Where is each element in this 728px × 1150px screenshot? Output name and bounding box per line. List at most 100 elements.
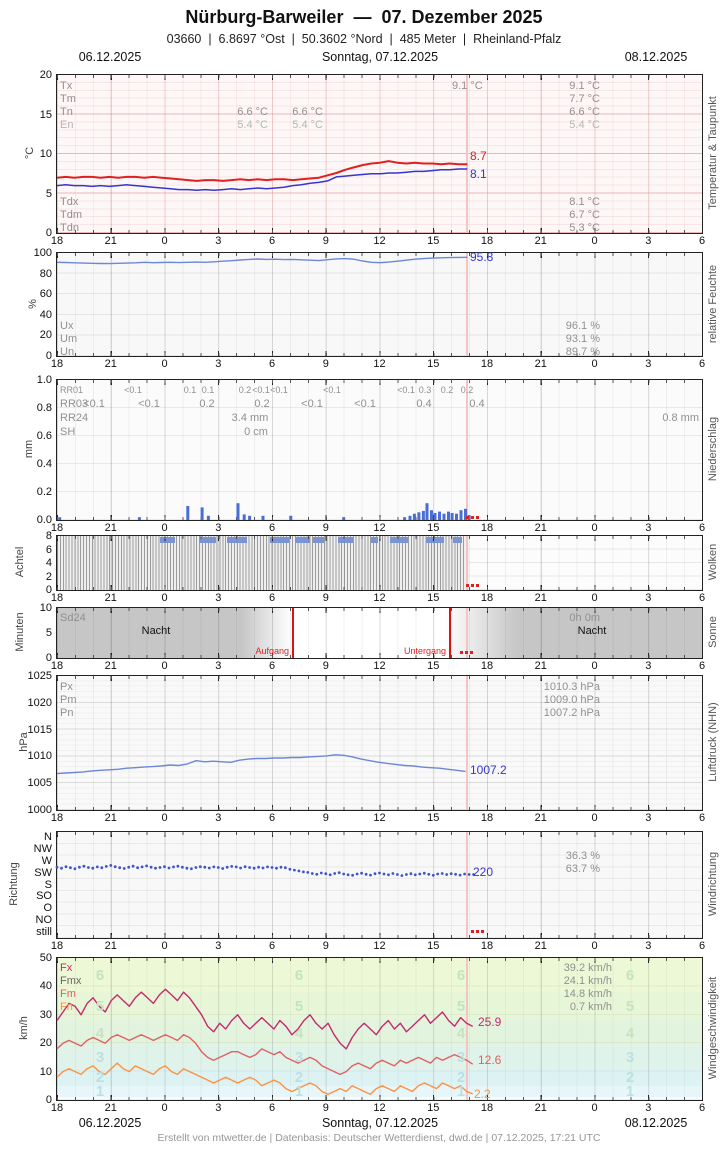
axis-ticks bbox=[57, 676, 702, 679]
y-tick-S: S bbox=[44, 878, 52, 891]
panel-humidity bbox=[56, 252, 703, 357]
x-tick: 18 bbox=[50, 592, 64, 604]
annotation-label: Fm bbox=[60, 988, 76, 1000]
annotation-label: 25.9 bbox=[478, 1015, 502, 1029]
date-center-bottom: Sonntag, 07.12.2025 bbox=[321, 1116, 439, 1130]
x-tick: 6 bbox=[268, 592, 276, 604]
y-tick: 10 bbox=[39, 148, 52, 160]
x-tick: 0 bbox=[591, 660, 598, 672]
x-tick: 6 bbox=[698, 235, 706, 247]
axis-ticks bbox=[57, 1097, 702, 1100]
axis-title-left: Richtung bbox=[8, 862, 20, 906]
annotation-label: SH bbox=[60, 426, 76, 438]
annotation-label: 5.4 °C bbox=[237, 119, 268, 131]
x-tick: 0 bbox=[591, 940, 598, 952]
annotation-label: <0.1 bbox=[138, 398, 160, 410]
x-tick: 6 bbox=[268, 1102, 276, 1114]
x-tick: 21 bbox=[534, 235, 547, 247]
x-tick: 21 bbox=[104, 592, 117, 604]
annotation-label: Nacht bbox=[577, 625, 607, 637]
annotation-label: 3 bbox=[294, 1049, 304, 1066]
y-tick: 5 bbox=[45, 187, 52, 200]
annotation-label: Tdx bbox=[60, 196, 79, 208]
y-tick: 40 bbox=[39, 980, 52, 993]
annotation-label: <0.1 bbox=[354, 398, 376, 410]
annotation-label: Un bbox=[60, 346, 75, 358]
axis-ticks bbox=[57, 958, 702, 961]
y-tick-NW: NW bbox=[33, 843, 52, 856]
y-tick-N: N bbox=[44, 831, 52, 844]
annotation-label: 5.4 °C bbox=[292, 119, 323, 131]
axis-ticks bbox=[57, 380, 702, 383]
y-tick: 0.4 bbox=[36, 458, 52, 470]
y-tick: 1.0 bbox=[36, 374, 52, 386]
annotation-label: 1 bbox=[294, 1083, 304, 1100]
annotation-label: 95.8 bbox=[470, 250, 494, 264]
annotation-label: 3 bbox=[456, 1049, 466, 1066]
annotation-label: 0.8 mm bbox=[662, 412, 699, 424]
annotation-label: Tm bbox=[60, 93, 76, 105]
annotation-label: 3 bbox=[95, 1049, 105, 1066]
date-center-top: Sonntag, 07.12.2025 bbox=[321, 50, 439, 64]
annotation-label: 0.2 bbox=[440, 385, 454, 395]
x-tick: 0 bbox=[161, 660, 168, 672]
x-tick: 6 bbox=[268, 358, 276, 370]
current-time-line bbox=[466, 253, 468, 356]
y-tick: 0.8 bbox=[36, 402, 52, 414]
y-tick: 6 bbox=[45, 543, 52, 556]
annotation-label: 39.2 km/h bbox=[563, 962, 612, 974]
y-tick: 1015 bbox=[27, 723, 52, 736]
date-right-top: 08.12.2025 bbox=[624, 50, 688, 64]
annotation-label: 6 bbox=[95, 967, 105, 984]
x-tick: 3 bbox=[215, 522, 222, 534]
x-tick: 12 bbox=[373, 592, 386, 604]
x-tick: 21 bbox=[534, 358, 547, 370]
x-tick: 18 bbox=[480, 592, 494, 604]
annotation-label: 5 bbox=[95, 998, 105, 1015]
x-tick: 15 bbox=[427, 660, 440, 672]
forecast-marker-dots bbox=[466, 584, 469, 587]
annotation-label: Fmx bbox=[60, 975, 82, 987]
axis-ticks bbox=[57, 608, 702, 611]
annotation-label: 5 bbox=[456, 998, 466, 1015]
x-tick: 6 bbox=[268, 522, 276, 534]
y-tick: 0 bbox=[45, 584, 52, 596]
day-night-band bbox=[57, 608, 702, 658]
annotation-label: 14.8 km/h bbox=[563, 988, 612, 1000]
x-tick: 0 bbox=[591, 592, 598, 604]
y-tick: 0 bbox=[45, 227, 52, 239]
y-tick: 30 bbox=[39, 1008, 52, 1021]
annotation-label: Untergang bbox=[403, 646, 446, 656]
annotation-label: 1 bbox=[456, 1083, 466, 1100]
x-tick: 3 bbox=[645, 592, 652, 604]
x-tick: 15 bbox=[427, 1102, 440, 1114]
annotation-label: <0.1 bbox=[301, 398, 323, 410]
annotation-label: 24.1 km/h bbox=[563, 975, 612, 987]
x-tick: 21 bbox=[104, 358, 117, 370]
y-tick: 1020 bbox=[27, 696, 52, 709]
x-tick: 21 bbox=[534, 812, 547, 824]
annotation-label: 8.1 °C bbox=[569, 196, 600, 208]
x-tick: 18 bbox=[50, 660, 64, 672]
x-tick: 18 bbox=[50, 522, 64, 534]
x-tick: 0 bbox=[161, 522, 168, 534]
axis-title-left: °C bbox=[24, 146, 36, 160]
annotation-label: 9.1 °C bbox=[452, 80, 483, 92]
annotation-label: Tx bbox=[60, 80, 73, 92]
x-tick: 0 bbox=[591, 235, 598, 247]
y-tick-O: O bbox=[43, 902, 52, 915]
annotation-label: 1007.2 hPa bbox=[543, 707, 600, 719]
axis-title-left: % bbox=[27, 298, 39, 309]
annotation-label: 8.7 bbox=[470, 149, 487, 163]
current-time-line bbox=[466, 75, 468, 233]
grid-lines bbox=[57, 536, 702, 590]
x-tick: 9 bbox=[322, 522, 329, 534]
x-tick: 0 bbox=[591, 1102, 598, 1114]
y-tick: 20 bbox=[39, 69, 52, 81]
x-tick: 12 bbox=[373, 235, 386, 247]
axis-ticks bbox=[57, 517, 702, 520]
date-left-bottom: 06.12.2025 bbox=[78, 1116, 142, 1130]
annotation-label: Fx bbox=[60, 962, 73, 974]
